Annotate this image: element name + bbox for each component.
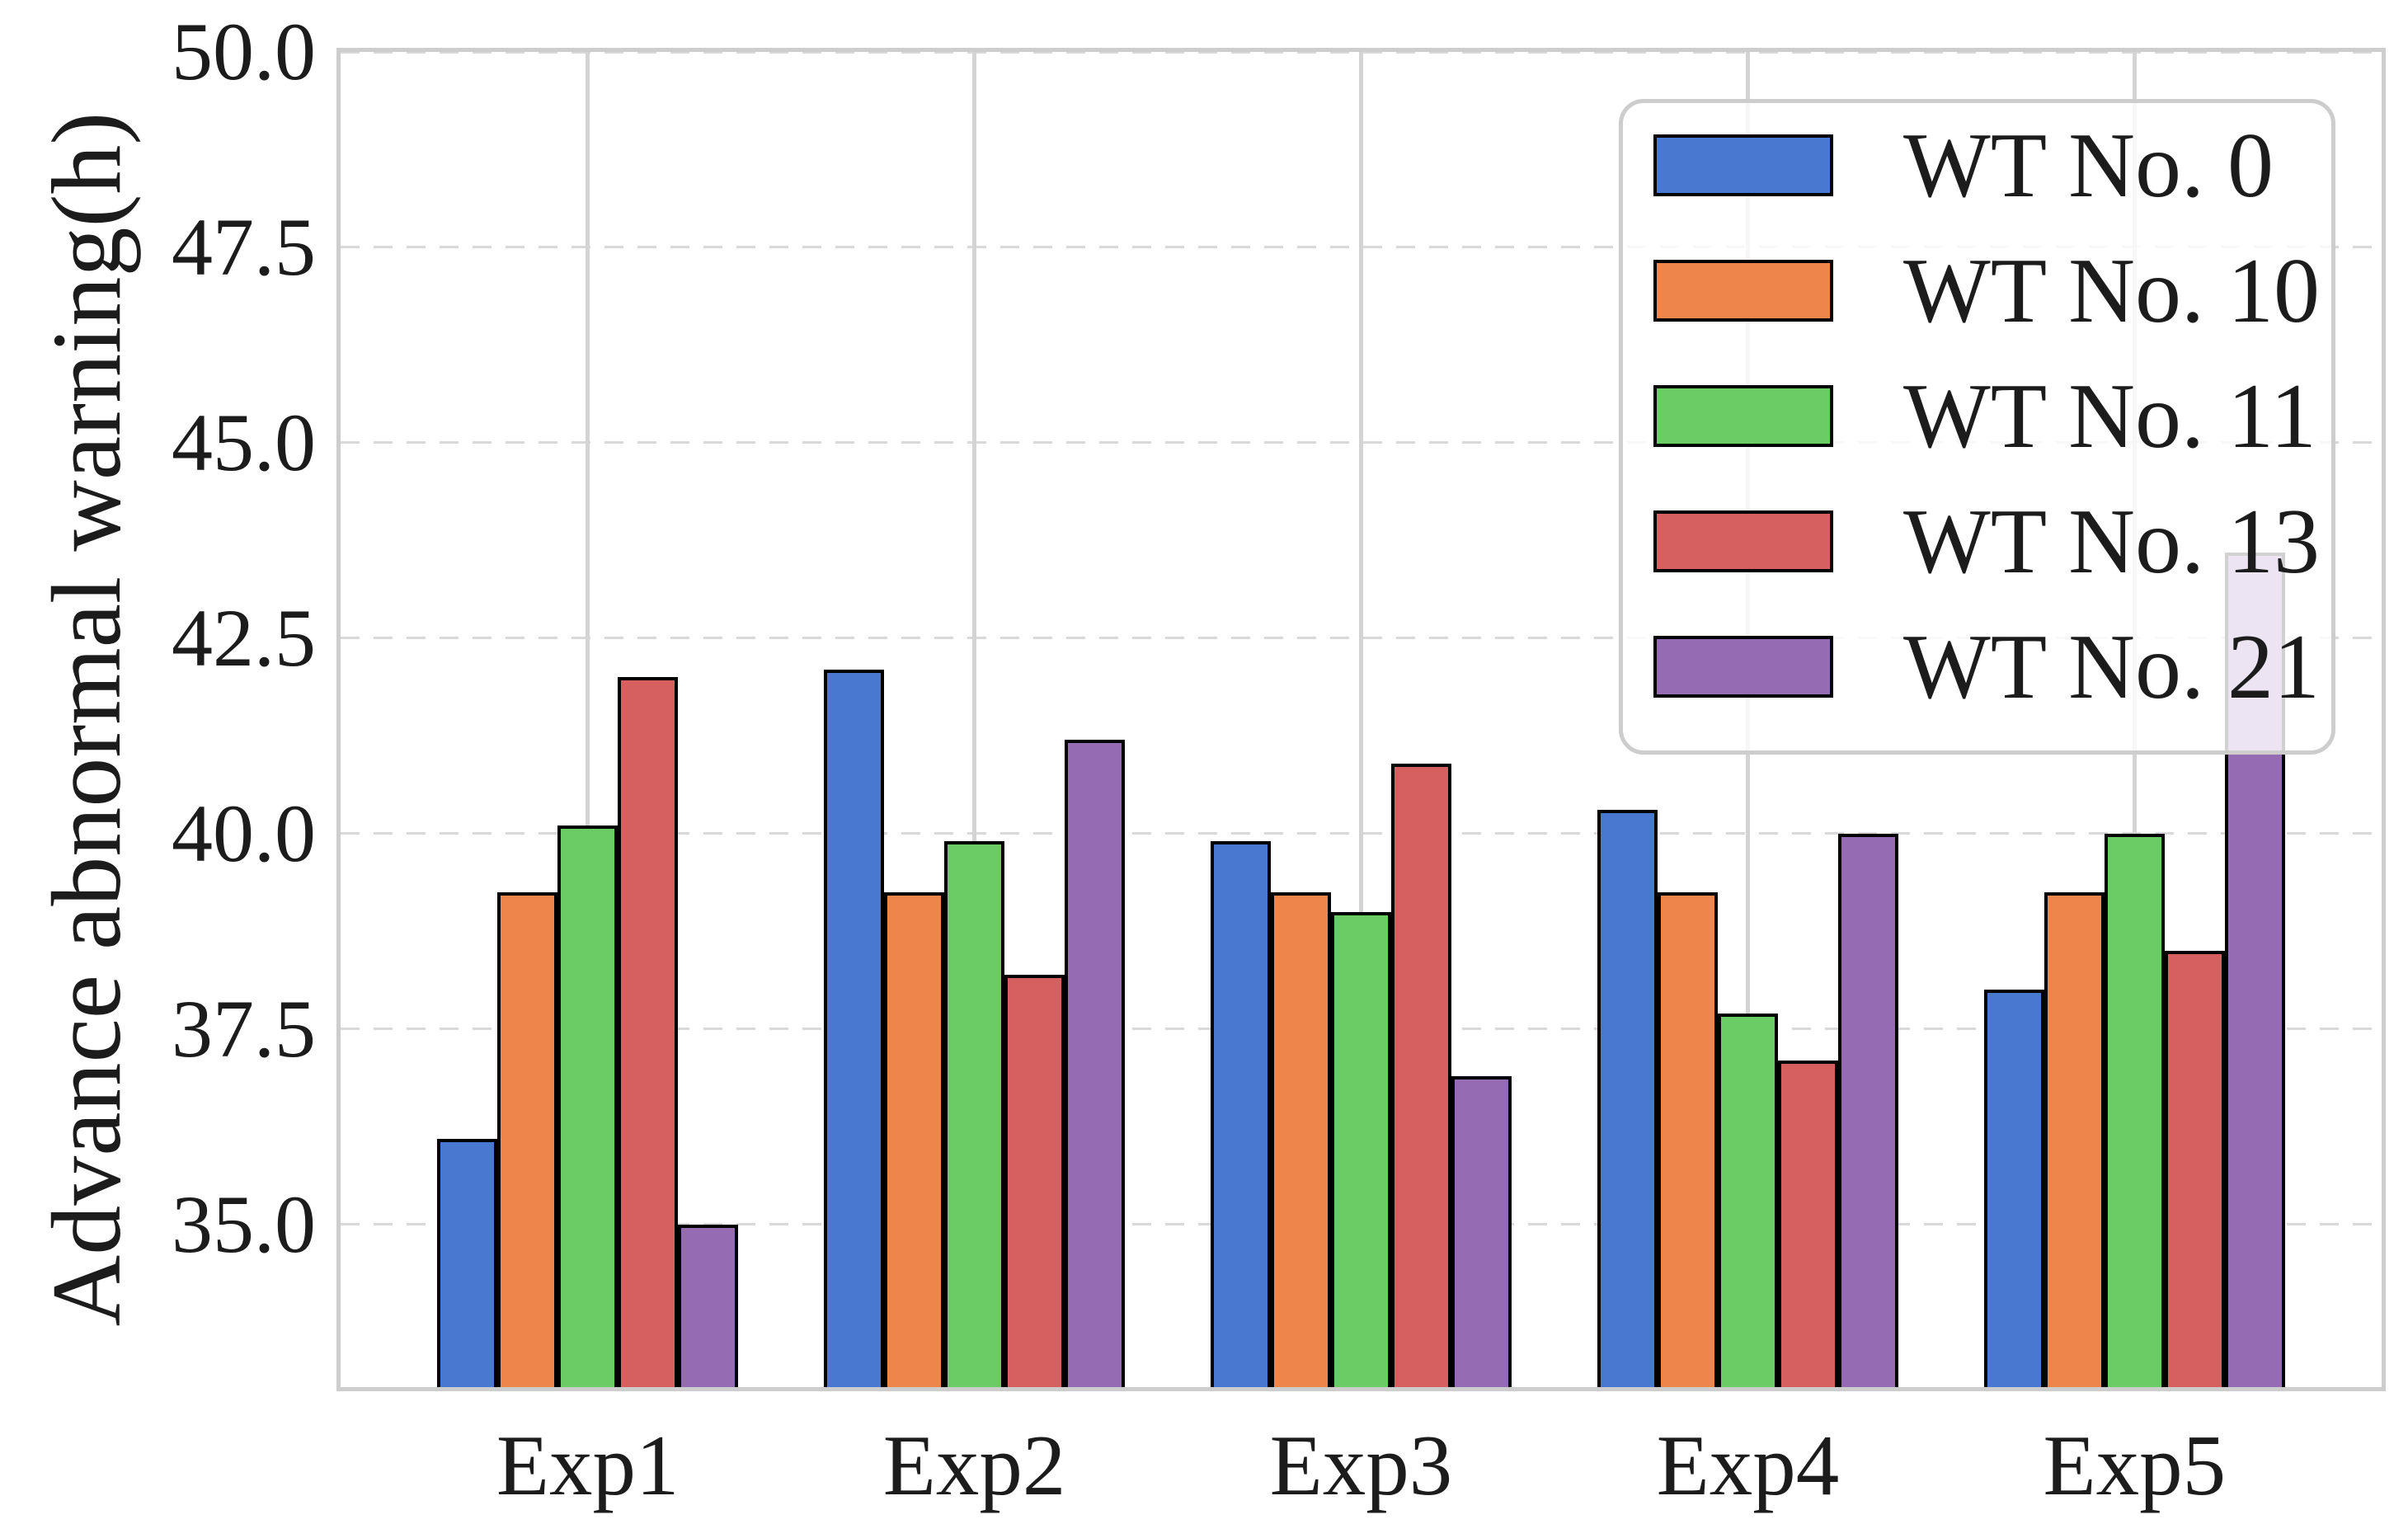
x-tick-label: Exp5 xyxy=(2043,1417,2227,1513)
y-tick-label: 37.5 xyxy=(172,982,316,1075)
bar xyxy=(678,1224,739,1387)
bar xyxy=(824,669,885,1387)
legend-swatch xyxy=(1653,510,1833,572)
legend-item: WT No. 0 xyxy=(1623,103,2331,228)
legend-item: WT No. 13 xyxy=(1623,479,2331,604)
y-tick-label: 45.0 xyxy=(172,396,316,488)
y-tick-label: 47.5 xyxy=(172,200,316,293)
bar xyxy=(1331,911,1391,1387)
gridline-vertical xyxy=(1359,52,1363,1387)
bar xyxy=(497,891,558,1387)
bar xyxy=(557,826,618,1387)
plot-area xyxy=(336,48,2386,1391)
bar xyxy=(618,677,679,1387)
legend-label: WT No. 11 xyxy=(1903,365,2316,468)
legend-swatch xyxy=(1653,260,1833,322)
legend-item: WT No. 21 xyxy=(1623,604,2331,730)
bar xyxy=(1597,810,1658,1387)
bar xyxy=(1211,841,1271,1387)
bar xyxy=(884,891,945,1387)
legend-swatch xyxy=(1653,385,1833,447)
legend: WT No. 0 WT No. 10 WT No. 11 WT No. 13 WT No… xyxy=(1619,99,2335,755)
x-tick-label: Exp1 xyxy=(496,1417,680,1513)
bar xyxy=(2164,951,2225,1387)
bar xyxy=(1657,891,1718,1387)
gridline-vertical xyxy=(972,52,977,1387)
legend-swatch xyxy=(1653,636,1833,698)
bar xyxy=(1004,974,1065,1387)
bar xyxy=(1271,891,1331,1387)
y-tick-label: 50.0 xyxy=(172,6,316,97)
bar xyxy=(1391,763,1451,1387)
y-tick-label: 42.5 xyxy=(172,591,316,684)
bar xyxy=(944,841,1005,1387)
x-tick-label: Exp2 xyxy=(882,1417,1066,1513)
legend-label: WT No. 13 xyxy=(1903,491,2320,593)
y-tick-label: 40.0 xyxy=(172,787,316,879)
bar xyxy=(2044,891,2105,1387)
legend-swatch xyxy=(1653,134,1833,196)
bar xyxy=(1777,1060,1838,1387)
y-tick-label: 35.0 xyxy=(172,1178,316,1270)
x-tick-label: Exp4 xyxy=(1656,1417,1840,1513)
bar xyxy=(1451,1075,1512,1387)
bar xyxy=(2104,833,2165,1387)
x-tick-label: Exp3 xyxy=(1269,1417,1453,1513)
legend-label: WT No. 0 xyxy=(1903,115,2274,217)
legend-label: WT No. 10 xyxy=(1903,240,2320,342)
legend-item: WT No. 10 xyxy=(1623,228,2331,354)
bar xyxy=(1837,833,1898,1387)
legend-item: WT No. 11 xyxy=(1623,354,2331,479)
bar xyxy=(437,1138,498,1387)
legend-label: WT No. 21 xyxy=(1903,616,2320,718)
gridline-vertical xyxy=(586,52,590,1387)
bar xyxy=(1065,740,1126,1387)
bar xyxy=(1717,1013,1778,1387)
bar xyxy=(1983,990,2044,1387)
